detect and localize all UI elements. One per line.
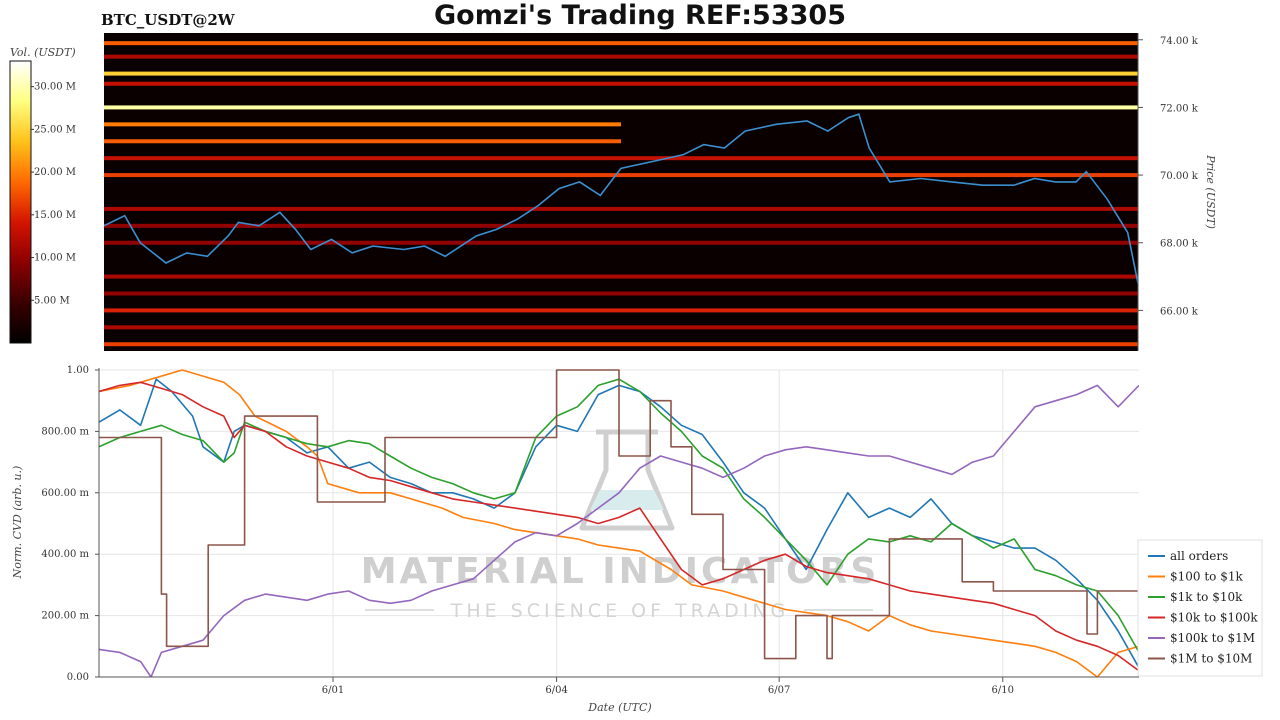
price-tick-label-2: 70.00 k — [1160, 171, 1199, 182]
cvd-y-tick-label-1: 200.00 m — [41, 611, 89, 622]
cvd-y-axis-label: Norm. CVD (arb. u.) — [11, 466, 24, 580]
heatmap-background — [104, 33, 1138, 351]
cvd-series-3 — [99, 381, 1139, 672]
colorbar-gradient — [9, 60, 32, 344]
legend-label-1: $100 to $1k — [1170, 570, 1243, 584]
legend: all orders $100 to $1k $1k to $10k $10k to … — [1137, 539, 1263, 677]
cvd-x-tick-label-3: 6/10 — [992, 685, 1014, 696]
legend-label-0: all orders — [1170, 549, 1228, 563]
price-tick-label-4: 74.00 k — [1160, 36, 1199, 47]
watermark-flask-liquid-icon — [590, 490, 664, 510]
chart-title: Gomzi's Trading REF:53305 — [433, 0, 846, 31]
heatmap-band-9 — [104, 206, 1138, 211]
legend-label-3: $10k to $100k — [1170, 611, 1258, 625]
cvd-series-5 — [99, 369, 1139, 677]
heatmap-panel: 66.00 k 68.00 k 70.00 k 72.00 k 74.00 k Pric… — [104, 33, 1217, 351]
cvd-series-2 — [99, 378, 1139, 653]
watermark-flask-icon — [579, 429, 675, 531]
heatmap-band-7 — [104, 156, 1138, 161]
heatmap-band-13 — [104, 291, 1138, 296]
heatmap-bands — [104, 41, 1138, 347]
cvd-x-tick-label-2: 6/07 — [768, 685, 790, 696]
heatmap-band-14 — [104, 308, 1138, 313]
legend-label-2: $1k to $10k — [1170, 590, 1243, 604]
colorbar-tick-label-5: 30.00 M — [34, 82, 76, 93]
cvd-y-ticks: 0.00 200.00 m 400.00 m 600.00 m 800.00 m 1.00 — [41, 365, 99, 683]
legend-items: all orders $100 to $1k $1k to $10k $10k to … — [1148, 549, 1258, 666]
cvd-x-tick-label-0: 6/01 — [322, 685, 344, 696]
pair-label: BTC_USDT@2W — [101, 11, 235, 29]
heatmap-band-8 — [104, 173, 1138, 178]
colorbar-tick-label-2: 15.00 M — [34, 210, 76, 221]
legend-box — [1137, 539, 1263, 677]
heatmap-band-4 — [104, 105, 1138, 110]
cvd-y-tick-label-0: 0.00 — [67, 672, 89, 683]
colorbar-ticks: 5.00 M 10.00 M 15.00 M 20.00 M 25.00 M 30.00 … — [31, 82, 76, 306]
price-axis-ticks: 66.00 k 68.00 k 70.00 k 72.00 k 74.00 k — [1138, 36, 1199, 317]
price-tick-label-3: 72.00 k — [1160, 103, 1199, 114]
heatmap-band-15 — [104, 325, 1138, 330]
heatmap-band-6 — [104, 139, 621, 144]
heatmap-band-10 — [104, 223, 1138, 228]
cvd-y-tick-label-3: 600.00 m — [41, 488, 89, 499]
watermark-title: MATERIAL INDICATORS — [361, 551, 880, 592]
colorbar-tick-label-0: 5.00 M — [34, 295, 70, 306]
colorbar-tick-label-1: 10.00 M — [34, 253, 76, 264]
price-axis-label: Price (USDT) — [1204, 154, 1217, 229]
heatmap-band-2 — [104, 71, 1138, 76]
colorbar: Vol. (USDT) 5.00 M 10.00 M 15.00 M 20.00 M 2… — [9, 46, 76, 344]
cvd-panel: MATERIAL INDICATORS THE SCIENCE OF TRADI… — [11, 365, 1139, 714]
cvd-series-4 — [99, 384, 1139, 677]
colorbar-label: Vol. (USDT) — [10, 46, 76, 59]
cvd-y-tick-label-4: 800.00 m — [41, 426, 89, 437]
heatmap-band-3 — [104, 81, 1138, 86]
cvd-y-tick-label-5: 1.00 — [67, 365, 89, 376]
heatmap-band-16 — [104, 342, 1138, 347]
price-tick-label-0: 66.00 k — [1160, 306, 1199, 317]
price-line — [104, 113, 1138, 284]
legend-label-5: $1M to $10M — [1170, 652, 1252, 666]
cvd-x-axis-label: Date (UTC) — [587, 701, 651, 714]
colorbar-tick-label-3: 20.00 M — [34, 167, 76, 178]
legend-label-4: $100k to $1M — [1170, 631, 1255, 645]
cvd-y-tick-label-2: 400.00 m — [41, 549, 89, 560]
cvd-x-tick-label-1: 6/04 — [545, 685, 567, 696]
heatmap-band-1 — [104, 54, 1138, 59]
watermark-subtitle: THE SCIENCE OF TRADING — [450, 600, 790, 622]
colorbar-tick-label-4: 25.00 M — [34, 124, 76, 135]
price-tick-label-1: 68.00 k — [1160, 239, 1199, 250]
heatmap-band-5 — [104, 122, 621, 127]
heatmap-band-0 — [104, 41, 1138, 46]
cvd-series-lines — [99, 369, 1139, 677]
heatmap-band-12 — [104, 274, 1138, 279]
cvd-x-ticks: 6/01 6/04 6/07 6/10 — [322, 677, 1014, 696]
cvd-series-1 — [99, 369, 1139, 677]
heatmap-band-11 — [104, 240, 1138, 245]
